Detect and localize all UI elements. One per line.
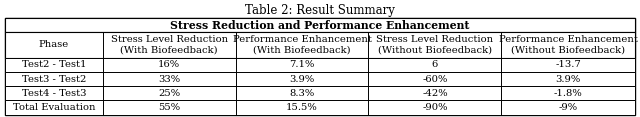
Text: Performance Enhancement
(With Biofeedback): Performance Enhancement (With Biofeedbac… <box>232 35 371 55</box>
Bar <box>5 32 635 58</box>
Text: Table 2: Result Summary: Table 2: Result Summary <box>245 4 395 16</box>
Text: 7.1%: 7.1% <box>289 60 315 69</box>
Text: -60%: -60% <box>422 75 447 84</box>
Text: Total Evaluation: Total Evaluation <box>13 103 95 112</box>
Text: Test2 - Test1: Test2 - Test1 <box>22 60 86 69</box>
Text: Performance Enhancement
(Without Biofeedback): Performance Enhancement (Without Biofeed… <box>499 35 637 55</box>
Bar <box>5 100 635 115</box>
Text: Test4 - Test3: Test4 - Test3 <box>22 89 86 98</box>
Text: 3.9%: 3.9% <box>556 75 580 84</box>
Bar <box>5 58 635 72</box>
Bar <box>5 72 635 86</box>
Text: 15.5%: 15.5% <box>286 103 318 112</box>
Text: -90%: -90% <box>422 103 448 112</box>
Text: 6: 6 <box>432 60 438 69</box>
Text: Test3 - Test2: Test3 - Test2 <box>22 75 86 84</box>
Text: Stress Reduction and Performance Enhancement: Stress Reduction and Performance Enhance… <box>170 20 470 31</box>
Text: 3.9%: 3.9% <box>289 75 315 84</box>
Text: 33%: 33% <box>158 75 180 84</box>
Text: 16%: 16% <box>158 60 180 69</box>
Text: 8.3%: 8.3% <box>289 89 315 98</box>
Text: Stress Level Reduction
(Without Biofeedback): Stress Level Reduction (Without Biofeedb… <box>376 35 493 55</box>
Text: 25%: 25% <box>158 89 180 98</box>
Text: -9%: -9% <box>559 103 578 112</box>
Text: Phase: Phase <box>39 40 69 49</box>
Text: 55%: 55% <box>158 103 180 112</box>
Text: Stress Level Reduction
(With Biofeedback): Stress Level Reduction (With Biofeedback… <box>111 35 228 55</box>
Bar <box>5 18 635 115</box>
Text: -13.7: -13.7 <box>556 60 581 69</box>
Text: -42%: -42% <box>422 89 448 98</box>
Bar <box>5 86 635 100</box>
Text: -1.8%: -1.8% <box>554 89 582 98</box>
Bar <box>5 18 635 32</box>
